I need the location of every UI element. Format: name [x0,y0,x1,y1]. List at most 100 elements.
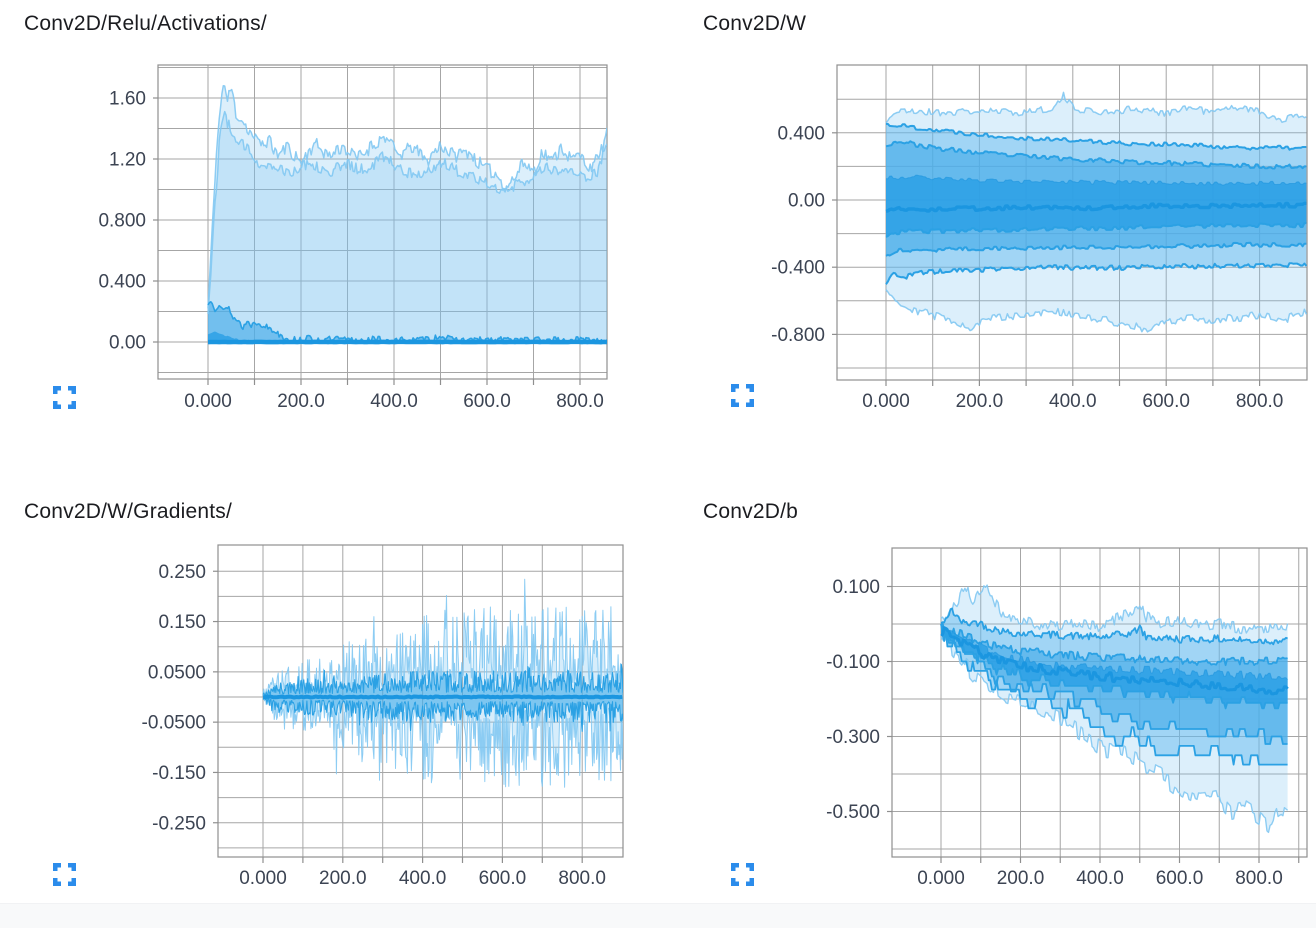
chart-panel-conv2d-w: Conv2D/W 0.400 0.00 -0.400 -0.800 0.000 200.0… [658,0,1316,464]
x-axis-tick-label: 600.0 [479,868,527,889]
x-axis-tick-label: 800.0 [1236,391,1284,412]
distribution-chart: 0.250 0.150 0.0500 -0.0500 -0.150 -0.250 0.000… [142,544,624,889]
y-axis-tick-label: 0.250 [158,562,206,583]
x-axis-tick-label: 400.0 [399,868,447,889]
percentile-line-p69 [940,625,1288,680]
chart-title: Conv2D/Relu/Activations/ [24,12,267,35]
percentile-line-p16 [885,241,1307,257]
percentile-line-median [262,694,623,700]
percentile-line-max [940,584,1289,635]
y-axis-tick-label: -0.250 [152,813,206,834]
percentile-line-p31 [885,222,1307,238]
percentile-band [208,111,607,342]
distribution-chart: 0.400 0.00 -0.400 -0.800 0.000 200.0 400.0 600.… [771,64,1308,412]
plot-border [836,64,1308,381]
axis-labels: 0.100 -0.100 -0.300 -0.500 0.000 200.0 400.0 60… [826,577,1283,889]
y-axis-tick-label: -0.300 [826,727,880,748]
axis-ticks [153,97,581,385]
percentile-line-max [885,91,1307,124]
percentile-band [208,85,607,343]
chart-panel-conv2d-w-gradients: Conv2D/W/Gradients/ 0.250 0.150 0.0500 -0.0… [0,464,658,928]
fullscreen-expand-icon [731,863,754,886]
percentile-line-median [885,201,1307,214]
y-axis-tick-label: -0.800 [771,325,825,346]
x-axis-tick-label: 200.0 [277,391,325,412]
y-axis-tick-label: 1.60 [109,89,146,110]
percentile-line-p84 [885,140,1307,170]
percentile-line-p31 [941,628,1288,710]
y-axis-tick-label: 0.400 [98,272,146,293]
y-axis-tick-label: -0.0500 [142,713,206,734]
chart-data [940,584,1289,834]
y-axis-tick-label: -0.150 [152,763,206,784]
fullscreen-expand-icon [53,863,76,886]
y-axis-tick-label: 0.100 [832,577,880,598]
x-axis-tick-label: 400.0 [1049,391,1097,412]
expand-chart-button[interactable] [730,862,755,887]
x-axis-tick-label: 200.0 [319,868,367,889]
y-axis-tick-label: 0.0500 [148,662,206,683]
percentile-line-downMid [262,697,623,732]
page-bottom-strip [0,903,1316,928]
axis-ticks [887,585,1300,863]
fullscreen-expand-icon [53,386,76,409]
x-axis-tick-label: 0.000 [184,391,232,412]
x-axis-tick-label: 200.0 [956,391,1004,412]
x-axis-tick-label: 600.0 [1156,868,1204,889]
y-axis-tick-label: 0.00 [109,333,146,354]
fullscreen-expand-icon [731,384,754,407]
y-axis-tick-label: 1.20 [109,150,146,171]
expand-chart-button[interactable] [52,385,77,410]
expand-chart-button[interactable] [730,383,755,408]
chart-title: Conv2D/W [703,12,807,35]
chart-panel-conv2d-relu-activations: Conv2D/Relu/Activations/ 1.60 1.20 0.800 0.… [0,0,658,464]
chart-data [885,91,1307,333]
chart-title: Conv2D/W/Gradients/ [24,500,233,523]
percentile-line-p93 [940,607,1288,646]
x-axis-tick-label: 0.000 [862,391,910,412]
percentile-band [886,175,1307,237]
x-axis-tick-label: 600.0 [1142,391,1190,412]
y-axis-tick-label: -0.500 [826,802,880,823]
percentile-line-p93 [885,122,1307,151]
y-axis-tick-label: 0.150 [158,612,206,633]
percentile-line-p69 [885,174,1307,186]
x-axis-tick-label: 200.0 [997,868,1045,889]
plot-border [157,64,608,380]
x-axis-tick-label: 400.0 [370,391,418,412]
axis-labels: 0.250 0.150 0.0500 -0.0500 -0.150 -0.250 0.000… [142,562,606,889]
x-axis-tick-label: 800.0 [1235,868,1283,889]
chart-data [207,85,607,345]
axis-labels: 0.400 0.00 -0.400 -0.800 0.000 200.0 400.0 600.… [771,123,1283,412]
x-axis-tick-label: 600.0 [463,391,511,412]
percentile-line-min [885,289,1307,333]
percentile-line-upLight [262,578,623,697]
chart-data [262,578,623,788]
percentile-line-p93 [207,110,607,315]
y-axis-tick-label: 0.800 [98,211,146,232]
axis-ticks [832,132,1261,386]
y-axis-tick-label: 0.400 [777,123,825,144]
percentile-band [208,301,607,342]
distribution-chart: 0.100 -0.100 -0.300 -0.500 0.000 200.0 400.0 60… [826,547,1308,889]
y-axis-tick-label: -0.400 [771,258,825,279]
x-axis-tick-label: 0.000 [917,868,965,889]
distribution-chart: 1.60 1.20 0.800 0.400 0.00 0.000 200.0 400.0 600… [98,64,608,413]
chart-title: Conv2D/b [703,500,798,523]
percentile-line-median [940,626,1289,696]
axis-ticks [213,570,583,863]
percentile-line-upMid [262,663,623,696]
x-axis-tick-label: 800.0 [556,391,604,412]
percentile-line-p84 [940,622,1288,667]
percentile-line-min [940,637,1289,834]
percentile-line-p16 [941,630,1288,745]
y-axis-tick-label: -0.100 [826,652,880,673]
y-axis-tick-label: 0.00 [788,191,825,212]
axis-labels: 1.60 1.20 0.800 0.400 0.00 0.000 200.0 400.0 600… [98,89,603,413]
expand-chart-button[interactable] [52,862,77,887]
percentile-line-p07 [940,623,1288,766]
x-axis-tick-label: 0.000 [239,868,287,889]
percentile-line-p07 [885,262,1307,285]
percentile-line-max [207,85,607,309]
x-axis-tick-label: 400.0 [1076,868,1124,889]
